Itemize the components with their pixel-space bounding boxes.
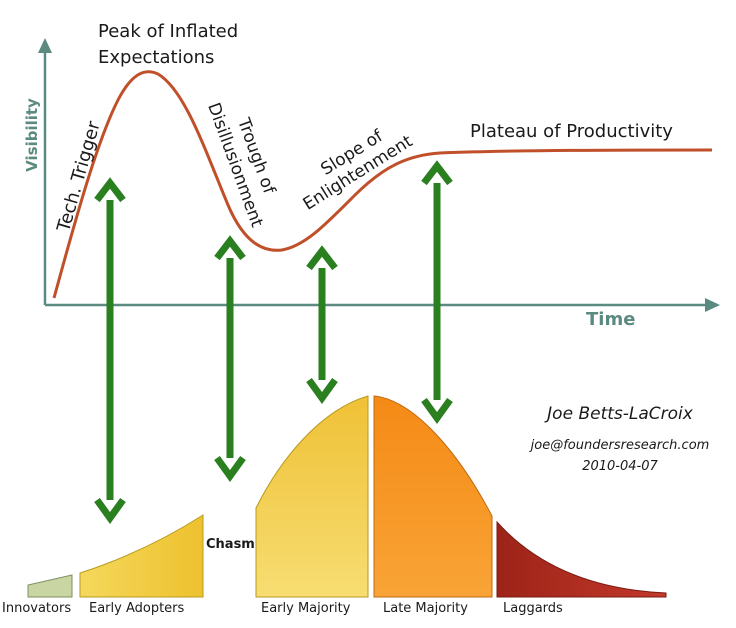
credit-date: 2010-04-07: [582, 459, 658, 474]
credit-author: Joe Betts-LaCroix: [547, 404, 693, 424]
late-majority-segment: [373, 395, 493, 598]
late-majority-label: Late Majority: [383, 601, 468, 616]
arrow-trigger-to-early-adopters: [94, 177, 126, 524]
early-majority-label: Early Majority: [261, 601, 351, 616]
plateau-label: Plateau of Productivity: [470, 121, 673, 142]
early-adopters-label: Early Adopters: [89, 601, 185, 616]
adoption-curve: [27, 395, 667, 598]
chasm-label: Chasm: [206, 537, 255, 552]
laggards-label: Laggards: [503, 601, 563, 616]
early-majority-segment: [255, 395, 369, 598]
hype-curve: [52, 70, 713, 299]
x-axis-arrowhead: [705, 298, 720, 312]
x-axis-label: Time: [586, 309, 636, 330]
y-axis-arrowhead: [38, 38, 52, 53]
innovators-label: Innovators: [2, 601, 72, 616]
innovators-segment: [27, 574, 73, 598]
axes: [38, 38, 720, 312]
arrow-slope-to-early-majority: [306, 245, 338, 404]
peak-label-line1: Peak of Inflated: [98, 21, 239, 42]
arrow-trough-to-chasm: [214, 235, 246, 482]
y-axis-label: Visibility: [23, 98, 41, 172]
early-adopters-segment: [79, 514, 204, 598]
arrow-plateau-to-late-majority: [421, 160, 453, 424]
peak-label-line2: Expectations: [98, 47, 215, 68]
mapping-arrows: [94, 160, 453, 524]
credit-email: joe@foundersresearch.com: [530, 438, 710, 453]
laggards-segment: [496, 520, 667, 598]
